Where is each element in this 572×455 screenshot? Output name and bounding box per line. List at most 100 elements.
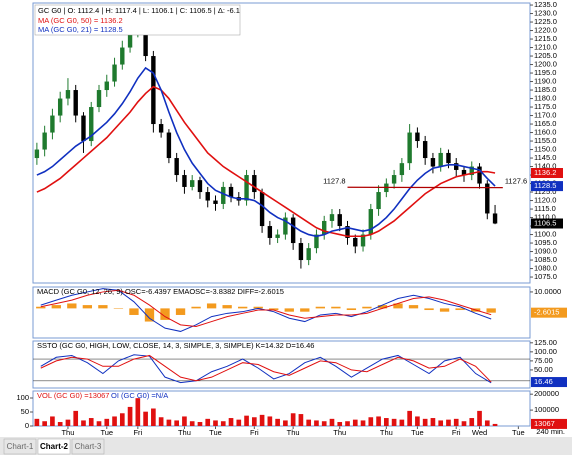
price-label: 1128.5 [534, 181, 556, 190]
candle-body [438, 152, 443, 167]
candle-body [252, 175, 257, 193]
candle-body [391, 175, 397, 184]
price-label: 1106.5 [534, 218, 556, 227]
candle-body [430, 158, 436, 167]
indicator-bar [166, 419, 172, 426]
y-tick-label: 100.00 [534, 347, 557, 356]
candle-body [221, 186, 226, 204]
candle-body [143, 22, 148, 57]
candle-body [57, 98, 63, 116]
tab[interactable] [3, 438, 37, 455]
x-tick-label: Fri [452, 428, 461, 437]
y-tick-label: 1110.0 [534, 213, 556, 222]
indicator-bar [377, 305, 388, 309]
indicator-bar [306, 419, 312, 426]
tab-label[interactable]: Chart-1 [7, 442, 34, 451]
indicator-bar [415, 416, 420, 426]
indicator-bar [439, 308, 450, 312]
y-tick-label: 10.0000 [534, 287, 561, 296]
tab-label[interactable]: Chart-2 [40, 442, 69, 451]
candle-body [461, 169, 467, 176]
last-value-box [531, 377, 567, 388]
tab-label[interactable]: Chart-3 [75, 442, 102, 451]
candle-body [89, 107, 94, 142]
indicator-bar [96, 421, 102, 426]
y-tick-label: 1185.0 [534, 85, 556, 94]
indicator-bar [376, 416, 381, 426]
tab[interactable] [37, 438, 71, 455]
y-tick-label: 200000 [534, 389, 559, 398]
indicator-bar [113, 308, 124, 309]
panel-title: MACD (GC G0, 12, 26, 9) OSC=-6.4397 EMAO… [37, 287, 284, 296]
last-value-box [531, 418, 567, 429]
indicator-line [40, 289, 492, 327]
indicator-bar [461, 421, 467, 426]
indicator-bar [269, 308, 279, 311]
x-tick-label: Tue [411, 428, 424, 437]
legend-entry: MA (GC G0, 21) = 1128.5 [38, 25, 123, 34]
indicator-bar [492, 423, 498, 426]
y-tick-label: 1170.0 [534, 111, 556, 120]
indicator-bar [65, 419, 71, 426]
candle-body [314, 234, 319, 249]
y-tick-label: 1115.0 [534, 204, 556, 213]
indicator-bar [220, 421, 226, 426]
candle-body [259, 192, 265, 227]
indicator-bar [331, 306, 341, 309]
y-tick-label: 1175.0 [534, 102, 556, 111]
indicator-bar [129, 308, 139, 315]
y-tick-label: 1090.0 [534, 247, 557, 256]
indicator-bar [51, 305, 61, 309]
indicator-bar [236, 419, 242, 426]
timeframe: 240 min. [536, 427, 565, 436]
indicator-bar [362, 306, 372, 309]
header-box [34, 4, 241, 36]
candle-body [182, 175, 187, 187]
candle-body [415, 132, 420, 142]
candle-body [353, 237, 358, 247]
price-label-box [531, 181, 563, 192]
tab[interactable] [71, 438, 105, 455]
y-tick-label: 100000 [534, 405, 559, 414]
y-tick-label: 1120.0 [534, 196, 556, 205]
indicator-bar [267, 416, 273, 426]
candle-body [376, 192, 381, 210]
indicator-bar [82, 305, 93, 309]
candle-body [205, 192, 210, 201]
candle-body [469, 166, 474, 176]
candle-body [492, 213, 498, 224]
legend-entry: MA (GC G0, 50) = 1136.2 [38, 16, 123, 25]
panel [32, 2, 531, 284]
indicator-bar [73, 410, 79, 426]
candle-body [50, 115, 55, 133]
last-value-box [531, 307, 567, 318]
indicator-bar [119, 413, 125, 426]
indicator-bar [393, 303, 403, 309]
candle-body [322, 220, 327, 235]
indicator-bar [151, 408, 156, 426]
candle-body [283, 217, 288, 235]
indicator-bar [228, 418, 234, 426]
candle-body [337, 214, 342, 227]
y-tick-label: 1210.0 [534, 43, 557, 52]
candle-body [399, 163, 405, 176]
candle-body [298, 243, 304, 261]
indicator-bar [300, 308, 310, 312]
candle-body [127, 30, 133, 48]
indicator-bar [98, 305, 108, 309]
candle-body [290, 217, 296, 244]
candle-body [477, 166, 482, 184]
ma-line [36, 66, 496, 238]
indicator-bar [144, 308, 155, 322]
price-label-box [531, 168, 563, 179]
candle-body [446, 152, 451, 164]
indicator-bar [182, 416, 187, 426]
indicator-bar [36, 306, 46, 309]
indicator-bar [81, 420, 86, 426]
indicator-bar [205, 418, 211, 426]
candle-body [34, 149, 40, 159]
candle-body [112, 64, 117, 82]
price-label: 1136.2 [534, 168, 556, 177]
indicator-bar [238, 306, 248, 309]
indicator-line [40, 354, 492, 383]
